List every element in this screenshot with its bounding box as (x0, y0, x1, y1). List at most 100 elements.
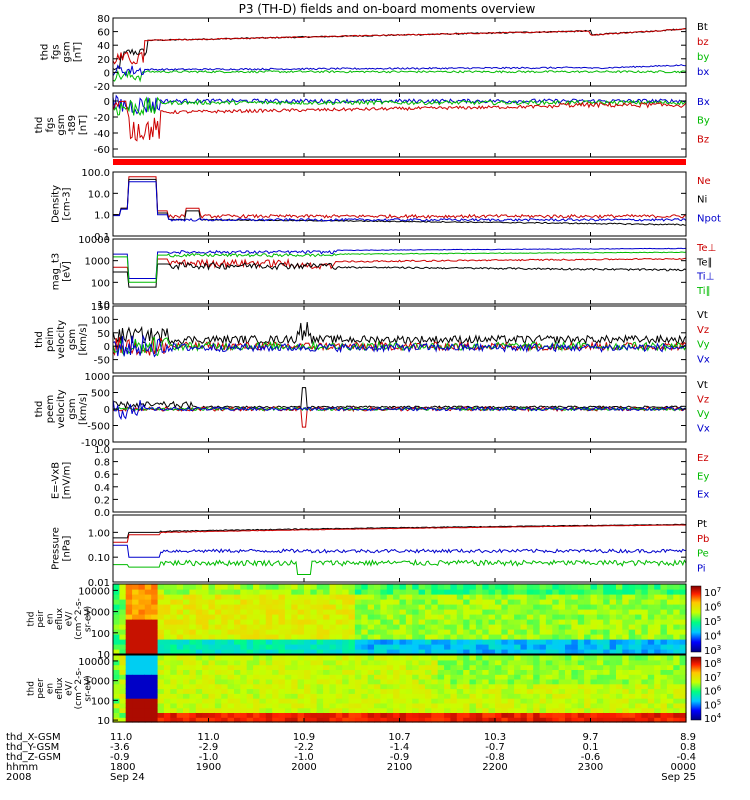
spectrogram-cell (399, 604, 407, 610)
spectrogram-cell (405, 712, 413, 718)
spectrogram-cell (386, 649, 394, 655)
spectrogram-cell (425, 712, 432, 718)
spectrogram-cell (558, 707, 566, 713)
spectrogram-cell (202, 674, 210, 680)
spectrogram-cell (354, 707, 362, 713)
spectrogram-cell (348, 584, 356, 590)
spectrogram-cell (221, 659, 229, 666)
spectrogram-cell (590, 584, 598, 590)
spectrogram-cell (272, 589, 280, 595)
spectrogram-cell (227, 649, 235, 655)
spectrogram-cell (584, 717, 592, 723)
spectrogram-cell (246, 644, 254, 650)
spectrogram-cell (253, 712, 261, 718)
spectrogram-cell (259, 594, 267, 600)
spectrogram-cell (571, 639, 579, 645)
spectrogram-cell (138, 669, 146, 675)
spectrogram-cell (354, 639, 362, 645)
spectrogram-cell (284, 707, 292, 713)
spectrogram-cell (304, 589, 311, 595)
spectrogram-cell (253, 669, 261, 675)
spectrogram-cell (679, 717, 687, 723)
spectrogram-cell (539, 599, 547, 605)
spectrogram-cell (246, 655, 254, 661)
spectrogram-cell (132, 717, 140, 723)
spectrogram-cell (425, 634, 432, 640)
data-gap-bar (113, 159, 686, 165)
spectrogram-cell (246, 702, 254, 709)
spectrogram-cell (393, 669, 401, 675)
spectrogram-cell (214, 589, 222, 595)
spectrogram-cell (616, 659, 623, 666)
spectrogram-cell (374, 644, 381, 650)
spectrogram-cell (596, 707, 604, 713)
spectrogram-cell (151, 634, 159, 640)
spectrogram-cell (450, 702, 458, 709)
spectrogram-cell (660, 589, 668, 595)
spectrogram-cell (221, 712, 229, 718)
spectrogram-cell (666, 702, 674, 709)
spectrogram-cell (386, 712, 394, 718)
spectrogram-cell (342, 629, 350, 635)
spectrogram-cell (393, 624, 401, 630)
spectrogram-cell (584, 674, 592, 680)
ytick-label: 0.10 (88, 553, 110, 564)
spectrogram-cell (444, 604, 452, 610)
ytick-label: 1.00 (88, 528, 110, 539)
spectrogram-cell (202, 655, 210, 661)
spectrogram-cell (571, 655, 579, 661)
spectrogram-cell (628, 584, 636, 590)
spectrogram-cell (189, 594, 197, 600)
spectrogram-cell (253, 707, 261, 713)
spectrogram-cell (444, 712, 452, 718)
xaxis-row-label: thd_X-GSM (6, 732, 61, 743)
spectrogram-cell (545, 688, 553, 694)
spectrogram-cell (253, 614, 261, 620)
spectrogram-cell (176, 599, 184, 605)
spectrogram-cell (183, 599, 190, 605)
ytick-label: 0.4 (94, 483, 110, 494)
spectrogram-cell (195, 698, 203, 704)
spectrogram-cell (558, 659, 566, 666)
spectrogram-cell (622, 678, 630, 685)
spectrogram-cell (386, 609, 394, 615)
spectrogram-cell (234, 712, 241, 718)
spectrogram-cell (635, 604, 643, 610)
xaxis-value: -2.2 (294, 742, 314, 753)
spectrogram-cell (628, 634, 636, 640)
spectrogram-cell (132, 614, 140, 620)
spectrogram-cell (456, 629, 464, 635)
spectrogram-cell (221, 609, 229, 615)
spectrogram-cell (635, 644, 643, 650)
spectrogram-cell (214, 639, 222, 645)
spectrogram-cell (119, 698, 127, 704)
spectrogram-cell (278, 589, 286, 595)
spectrogram-cell (469, 634, 477, 640)
spectrogram-cell (425, 698, 432, 704)
spectrogram-cell (335, 624, 343, 630)
spectrogram-cell (609, 702, 617, 709)
spectrogram-cell (666, 698, 674, 704)
spectrogram-cell (431, 589, 439, 595)
spectrogram-cell (641, 599, 649, 605)
spectrogram-cell (596, 629, 604, 635)
spectrogram-cell (189, 678, 197, 685)
spectrogram-cell (596, 678, 604, 685)
spectrogram-cell (246, 589, 254, 595)
spectrogram-cell (558, 683, 566, 690)
spectrogram-cell (584, 629, 592, 635)
spectrogram-cell (641, 702, 649, 709)
spectrogram-cell (456, 609, 464, 615)
spectrogram-cell (507, 674, 515, 680)
spectrogram-cell (577, 614, 585, 620)
spectrogram-cell (673, 609, 681, 615)
spectrogram-cell (628, 589, 636, 595)
spectrogram-cell (514, 624, 522, 630)
spectrogram-cell (641, 604, 649, 610)
spectrogram-cell (526, 584, 534, 590)
spectrogram-cell (450, 599, 458, 605)
xaxis-value: -1.0 (199, 752, 219, 763)
spectrogram-cell (227, 644, 235, 650)
spectrogram-cell (125, 655, 133, 661)
